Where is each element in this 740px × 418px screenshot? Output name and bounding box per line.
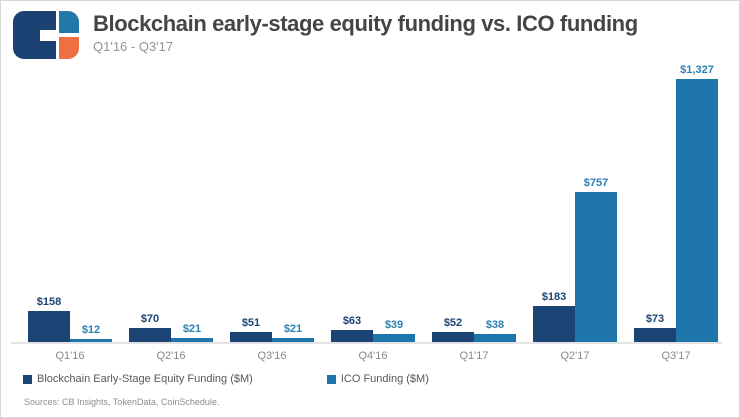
value-label: $51 xyxy=(241,317,261,329)
bar-segment xyxy=(634,328,676,342)
value-label: $21 xyxy=(182,323,202,335)
bar-wrap: $21 xyxy=(272,323,314,342)
bar-wrap: $73 xyxy=(634,313,676,342)
bar-wrap: $183 xyxy=(533,291,575,342)
bar-segment xyxy=(676,79,718,342)
value-label: $757 xyxy=(583,177,609,189)
category-label: Q2'17 xyxy=(560,350,590,362)
x-axis-labels: Q1'16 Q2'16 Q3'16 Q4'16 Q1'17 Q2'17 Q3'17 xyxy=(11,350,722,362)
bar-group: $70 $21 xyxy=(129,313,213,342)
bar-group: $52 $38 xyxy=(432,317,516,342)
bar-wrap: $70 xyxy=(129,313,171,342)
value-label: $21 xyxy=(283,323,303,335)
legend-swatch-equity xyxy=(23,374,32,384)
bar-group: $183 $757 xyxy=(533,177,617,342)
sources-note: Sources: CB Insights, TokenData, CoinSch… xyxy=(24,397,220,407)
bar-wrap: $51 xyxy=(230,317,272,342)
bar-segment xyxy=(129,328,171,342)
bar-wrap: $38 xyxy=(474,319,516,342)
category-label: Q2'16 xyxy=(156,350,186,362)
cb-insights-logo xyxy=(13,11,79,59)
logo-orange-square xyxy=(59,37,79,59)
bar-segment xyxy=(474,334,516,342)
bar-wrap: $63 xyxy=(331,315,373,342)
bar-segment xyxy=(171,338,213,342)
page-subtitle: Q1'16 - Q3'17 xyxy=(93,39,174,54)
bar-segment xyxy=(230,332,272,342)
value-label: $52 xyxy=(443,317,463,329)
bar-wrap: $1,327 xyxy=(676,64,718,342)
value-label: $70 xyxy=(140,313,160,325)
bar-segment xyxy=(272,338,314,342)
bar-segment xyxy=(28,311,70,342)
category-label: Q4'16 xyxy=(358,350,388,362)
bar-wrap: $21 xyxy=(171,323,213,342)
value-label: $38 xyxy=(485,319,505,331)
category-label: Q3'17 xyxy=(661,350,691,362)
title-block: Blockchain early-stage equity funding vs… xyxy=(93,11,638,55)
logo-notch xyxy=(40,30,56,41)
bar-chart: $158 $12 $70 $21 $51 $21 $63 $39 $52 $38 $183 $757 $… xyxy=(11,61,722,362)
category-label: Q3'16 xyxy=(257,350,287,362)
legend: Blockchain Early-Stage Equity Funding ($… xyxy=(23,373,503,385)
bar-wrap: $39 xyxy=(373,319,415,342)
legend-label-ico: ICO Funding ($M) xyxy=(340,373,429,385)
value-label: $158 xyxy=(36,296,62,308)
bar-group: $51 $21 xyxy=(230,317,314,342)
value-label: $1,327 xyxy=(680,64,714,76)
value-label: $39 xyxy=(384,319,404,331)
value-label: $73 xyxy=(645,313,665,325)
value-label: $12 xyxy=(81,324,101,336)
bar-group: $73 $1,327 xyxy=(634,64,718,342)
bar-segment xyxy=(575,192,617,342)
bar-segment xyxy=(70,339,112,342)
legend-item-equity: Blockchain Early-Stage Equity Funding ($… xyxy=(23,373,253,385)
page-title: Blockchain early-stage equity funding vs… xyxy=(93,11,638,36)
bar-group: $63 $39 xyxy=(331,315,415,342)
legend-label-equity: Blockchain Early-Stage Equity Funding ($… xyxy=(37,373,253,385)
header: Blockchain early-stage equity funding vs… xyxy=(1,1,739,59)
bar-segment xyxy=(331,330,373,342)
bar-wrap: $158 xyxy=(28,296,70,342)
bar-segment xyxy=(533,306,575,342)
bar-wrap: $757 xyxy=(575,177,617,342)
bar-wrap: $12 xyxy=(70,324,112,342)
logo-blue-square xyxy=(59,11,79,33)
bar-wrap: $52 xyxy=(432,317,474,342)
bar-segment xyxy=(432,332,474,342)
value-label: $183 xyxy=(541,291,567,303)
bar-group: $158 $12 xyxy=(28,296,112,342)
category-label: Q1'16 xyxy=(55,350,85,362)
plot-area: $158 $12 $70 $21 $51 $21 $63 $39 $52 $38 $183 $757 $… xyxy=(11,61,722,344)
bar-segment xyxy=(373,334,415,342)
value-label: $63 xyxy=(342,315,362,327)
category-label: Q1'17 xyxy=(459,350,489,362)
legend-item-ico: ICO Funding ($M) xyxy=(326,373,429,385)
legend-swatch-ico xyxy=(326,374,336,384)
